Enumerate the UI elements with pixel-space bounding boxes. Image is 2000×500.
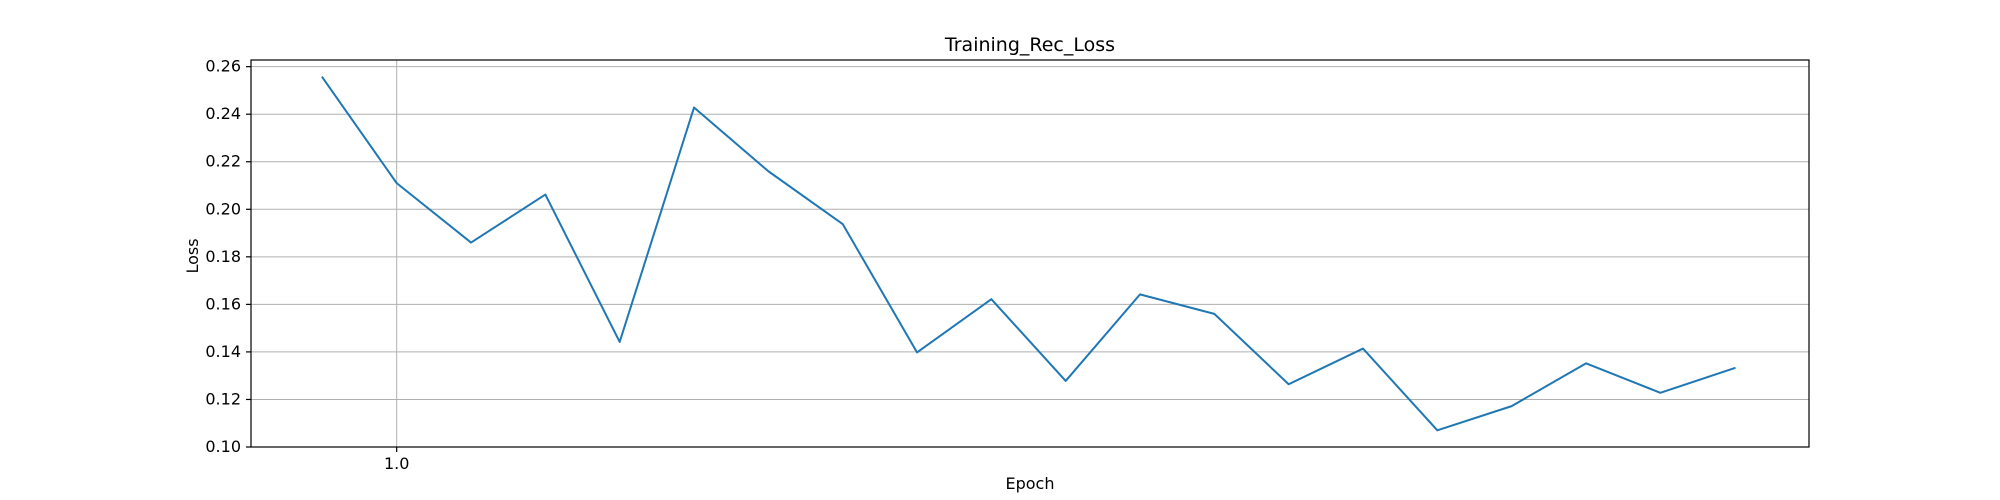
y-tick-label-0: 0.10 <box>205 437 241 456</box>
axis-ticks: 0.10 0.12 0.14 0.16 0.18 0.20 0.22 0.24 0.26 1.0 <box>205 57 409 473</box>
grid-lines <box>251 60 1809 448</box>
y-tick-label-3: 0.16 <box>205 294 241 313</box>
series-layer <box>321 76 1736 432</box>
y-tick-label-4: 0.18 <box>205 247 241 266</box>
y-axis-label: Loss <box>183 238 202 273</box>
x-axis-label: Epoch <box>1006 474 1055 493</box>
chart-title: Training_Rec_Loss <box>944 34 1115 56</box>
y-tick-label-1: 0.12 <box>205 389 241 408</box>
plot-frame <box>250 59 1810 448</box>
y-tick-label-7: 0.24 <box>205 104 241 123</box>
y-tick-label-8: 0.26 <box>205 57 241 76</box>
plot-area-border <box>250 59 1810 448</box>
y-tick-label-6: 0.22 <box>205 152 241 171</box>
x-tick-label-0: 1.0 <box>384 454 409 473</box>
series-line-0 <box>321 76 1736 432</box>
y-tick-label-5: 0.20 <box>205 199 241 218</box>
y-tick-label-2: 0.14 <box>205 342 241 361</box>
